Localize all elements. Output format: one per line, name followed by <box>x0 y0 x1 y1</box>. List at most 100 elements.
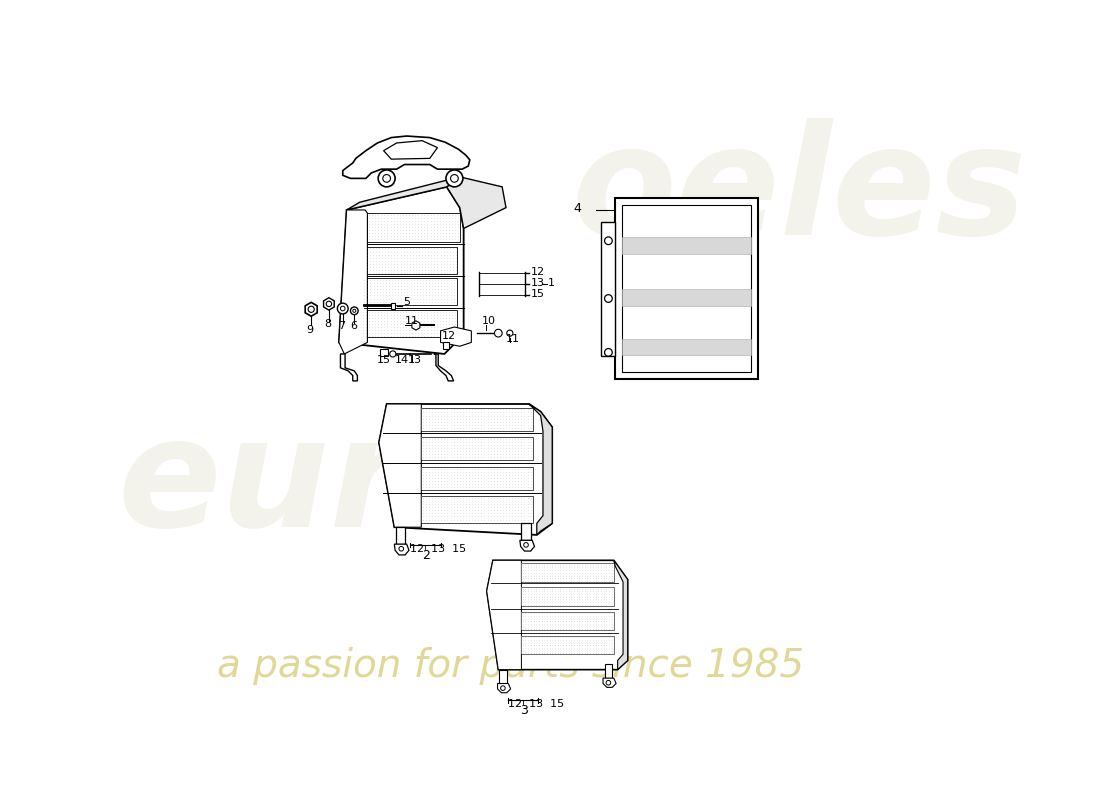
Point <box>378 306 396 318</box>
Point <box>530 590 548 603</box>
Point <box>460 507 477 520</box>
Point <box>366 233 384 246</box>
Point <box>500 516 518 529</box>
Point <box>409 318 427 330</box>
Point <box>383 242 400 255</box>
Point <box>432 295 450 308</box>
Point <box>581 598 598 611</box>
Point <box>601 618 618 630</box>
Point <box>478 498 496 510</box>
Point <box>451 418 469 431</box>
Point <box>536 593 553 606</box>
Point <box>427 283 444 296</box>
Point <box>436 283 453 296</box>
Point <box>362 283 380 296</box>
Point <box>404 248 421 261</box>
Point <box>463 412 481 425</box>
Point <box>527 585 544 598</box>
Point <box>389 286 407 298</box>
Point <box>543 561 561 574</box>
Point <box>541 587 559 600</box>
Point <box>514 572 531 585</box>
Point <box>437 230 454 242</box>
Point <box>424 442 441 454</box>
Point <box>442 513 460 526</box>
Point <box>451 422 469 434</box>
Point <box>475 481 493 494</box>
Point <box>397 208 415 221</box>
Point <box>509 491 527 504</box>
Point <box>565 596 583 609</box>
Point <box>373 214 390 227</box>
Point <box>473 471 491 484</box>
Point <box>576 607 594 620</box>
Point <box>437 218 454 230</box>
Point <box>429 432 447 445</box>
Point <box>514 610 531 622</box>
Point <box>385 324 403 337</box>
Point <box>568 647 585 660</box>
Point <box>436 406 453 419</box>
Point <box>424 415 441 428</box>
Point <box>473 507 491 520</box>
Point <box>565 587 583 600</box>
Point <box>424 406 441 419</box>
Point <box>436 438 453 451</box>
Point <box>541 564 559 577</box>
Point <box>557 585 574 598</box>
Point <box>491 445 508 458</box>
Point <box>458 448 475 461</box>
Point <box>448 481 465 494</box>
Point <box>549 572 566 585</box>
Point <box>404 324 421 337</box>
Point <box>434 226 452 239</box>
Point <box>397 233 415 246</box>
Point <box>541 618 559 630</box>
Point <box>568 623 585 636</box>
Point <box>388 314 406 327</box>
Point <box>552 590 570 603</box>
Point <box>398 277 416 290</box>
Point <box>416 306 433 318</box>
Point <box>458 516 475 529</box>
Point <box>360 306 377 318</box>
Point <box>458 478 475 490</box>
Point <box>404 314 421 327</box>
Point <box>428 324 446 337</box>
Point <box>438 242 455 255</box>
Point <box>530 644 548 657</box>
Point <box>470 513 487 526</box>
Point <box>530 587 548 600</box>
Point <box>579 587 596 600</box>
Point <box>444 507 462 520</box>
Point <box>463 450 481 463</box>
Point <box>382 306 399 318</box>
Point <box>388 214 406 227</box>
Point <box>424 295 441 308</box>
Point <box>398 292 416 305</box>
Point <box>543 569 561 582</box>
Point <box>500 418 518 431</box>
Point <box>427 286 444 298</box>
Point <box>517 642 535 654</box>
Point <box>601 639 618 652</box>
Point <box>451 466 469 478</box>
Point <box>427 442 444 454</box>
Point <box>513 435 530 448</box>
Point <box>579 610 596 622</box>
Point <box>447 245 464 258</box>
Point <box>436 422 453 434</box>
Point <box>424 277 441 290</box>
Point <box>358 254 375 267</box>
Point <box>478 462 496 475</box>
Text: 3: 3 <box>520 704 528 718</box>
Point <box>432 494 450 507</box>
Point <box>519 507 537 520</box>
Point <box>424 286 441 298</box>
Point <box>568 566 585 579</box>
Point <box>514 634 531 646</box>
Point <box>360 314 377 327</box>
Point <box>525 612 542 625</box>
Point <box>378 218 396 230</box>
Point <box>500 478 518 490</box>
